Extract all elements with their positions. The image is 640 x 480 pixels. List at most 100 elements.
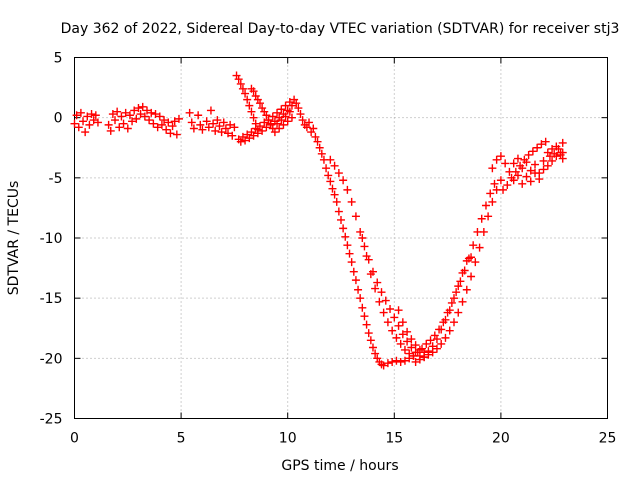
data-point: [221, 124, 230, 133]
data-point: [281, 112, 290, 121]
data-point: [302, 123, 311, 132]
data-point: [511, 167, 520, 176]
data-point: [531, 160, 540, 169]
data-point: [241, 136, 250, 145]
data-point: [345, 249, 354, 258]
data-point: [160, 116, 169, 125]
data-point: [309, 124, 318, 133]
data-point: [151, 110, 160, 119]
data-point: [236, 137, 245, 146]
data-point: [424, 347, 433, 356]
data-point: [196, 120, 205, 129]
data-point: [471, 258, 480, 267]
data-point: [111, 116, 120, 125]
data-point: [499, 185, 508, 194]
data-points: [70, 71, 567, 370]
chart-title: Day 362 of 2022, Sidereal Day-to-day VTE…: [61, 21, 620, 37]
data-point: [204, 123, 213, 132]
data-point: [132, 114, 141, 123]
data-point: [249, 131, 258, 140]
data-point: [454, 308, 463, 317]
x-tick-label: 10: [279, 431, 297, 447]
data-point: [134, 104, 143, 113]
data-point: [273, 119, 282, 128]
data-point: [249, 87, 258, 96]
data-point: [185, 108, 194, 117]
data-point: [226, 120, 235, 129]
data-point: [76, 108, 85, 117]
data-point: [415, 345, 424, 354]
data-point: [548, 156, 557, 165]
data-point: [136, 110, 145, 119]
data-point: [343, 185, 352, 194]
data-point: [334, 169, 343, 178]
data-point: [245, 134, 254, 143]
data-point: [541, 137, 550, 146]
data-point: [422, 339, 431, 348]
data-point: [528, 147, 537, 156]
data-point: [332, 197, 341, 206]
data-point: [198, 125, 207, 134]
data-point: [371, 284, 380, 293]
data-point: [481, 201, 490, 210]
data-point: [166, 129, 175, 138]
data-point: [383, 318, 392, 327]
data-point: [507, 173, 516, 182]
data-point: [249, 113, 258, 122]
plot-frame: [74, 57, 608, 419]
data-point: [354, 285, 363, 294]
data-point: [313, 137, 322, 146]
data-point: [411, 357, 420, 366]
data-point: [119, 119, 128, 128]
data-point: [445, 306, 454, 315]
data-point: [379, 361, 388, 370]
y-tick-label: 0: [54, 111, 63, 127]
data-point: [360, 312, 369, 321]
data-point: [524, 150, 533, 159]
data-point: [452, 288, 461, 297]
data-point: [522, 158, 531, 167]
data-point: [247, 107, 256, 116]
y-tick-label: -25: [40, 412, 63, 428]
data-point: [392, 333, 401, 342]
data-point: [415, 355, 424, 364]
data-point: [172, 130, 181, 139]
data-point: [262, 111, 271, 120]
data-point: [458, 268, 467, 277]
data-point: [403, 327, 412, 336]
data-point: [162, 125, 171, 134]
data-point: [379, 308, 388, 317]
data-point: [138, 102, 147, 111]
data-point: [241, 89, 250, 98]
data-point: [441, 333, 450, 342]
data-point: [81, 128, 90, 137]
data-point: [488, 197, 497, 206]
data-point: [330, 161, 339, 170]
data-point: [334, 207, 343, 216]
data-point: [383, 359, 392, 368]
x-axis-tick-labels: 0 5 10 15 20 25: [70, 431, 616, 447]
data-point: [539, 156, 548, 165]
data-point: [518, 179, 527, 188]
data-point: [174, 114, 183, 123]
data-point: [70, 119, 79, 128]
data-point: [275, 124, 284, 133]
data-point: [356, 294, 365, 303]
data-point: [398, 330, 407, 339]
y-tick-label: -5: [49, 171, 63, 187]
data-point: [238, 84, 247, 93]
data-point: [258, 126, 267, 135]
data-point: [490, 179, 499, 188]
data-point: [234, 75, 243, 84]
data-point: [362, 252, 371, 261]
data-point: [322, 164, 331, 173]
x-tick-label: 20: [492, 431, 510, 447]
data-point: [539, 165, 548, 174]
data-point: [526, 166, 535, 175]
data-point: [219, 118, 228, 127]
data-point: [337, 215, 345, 224]
data-point: [349, 267, 358, 276]
data-point: [475, 243, 484, 252]
data-point: [364, 329, 373, 338]
